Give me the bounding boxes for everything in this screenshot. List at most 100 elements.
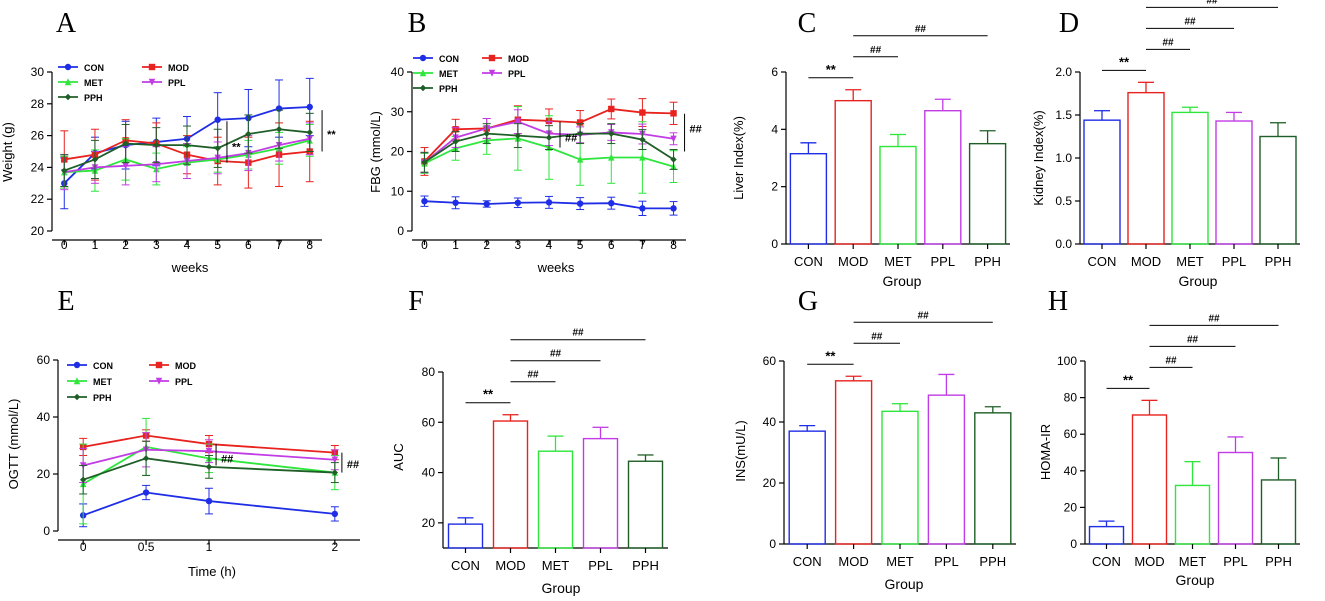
x-tick-label: MOD (838, 254, 868, 269)
ppl-marker (514, 118, 522, 126)
series-pph (79, 440, 339, 495)
x-tick-label: 0.5 (138, 540, 155, 554)
bar (788, 430, 826, 545)
panel-label: B (408, 8, 427, 39)
panel-c-liver-index-chart: C 0 2 4 6 Liver Index(%) CON MOD MET PPL PPH Group *… (731, 8, 1010, 289)
legend-item-ppl: PPL (149, 377, 193, 387)
x-axis-title: weeks (171, 260, 209, 275)
bar (447, 523, 484, 549)
bar-met (537, 435, 574, 549)
x-tick-label: MOD (1134, 554, 1164, 569)
significance-mark: ** (483, 387, 494, 402)
x-tick-label: MOD (838, 554, 868, 569)
y-tick-label: 10 (391, 184, 405, 198)
bar (537, 450, 574, 549)
legend-label: PPH (84, 93, 103, 103)
y-tick-label: 20 (763, 476, 777, 490)
con-marker (670, 205, 677, 212)
con-marker (639, 205, 646, 212)
x-tick-label: 1 (452, 238, 459, 252)
x-tick-label: 4 (184, 238, 191, 252)
pph-marker (419, 84, 427, 92)
bar (582, 437, 619, 549)
bar-con (447, 517, 484, 549)
significance-mark: ** (825, 348, 836, 363)
y-tick-label: 22 (31, 192, 45, 206)
significance-mark: ** (327, 129, 336, 141)
bar-pph (627, 454, 664, 549)
y-tick-label: 80 (1064, 391, 1078, 405)
bar (1260, 479, 1297, 545)
met-marker (608, 153, 615, 161)
x-tick-label: PPL (931, 254, 956, 269)
legend-label: PPL (175, 377, 193, 387)
pph-marker (214, 145, 221, 152)
x-tick-label: PPH (1265, 554, 1292, 569)
ppl-marker (122, 162, 129, 170)
x-tick-label: PPL (1223, 554, 1248, 569)
x-axis-title: Group (1179, 273, 1218, 289)
ppl-marker (488, 69, 496, 77)
significance-mark: ## (1165, 355, 1177, 366)
legend-item-con: CON (67, 361, 113, 371)
legend-item-mod: MOD (482, 54, 529, 64)
bar (968, 142, 1007, 245)
con-marker (514, 199, 522, 206)
x-tick-label: 6 (245, 238, 252, 252)
con-marker (576, 200, 584, 207)
legend-label: PPL (168, 78, 186, 88)
x-tick-label: CON (794, 254, 823, 269)
con-marker (142, 489, 150, 496)
bar-mod (492, 414, 529, 549)
y-tick-label: 60 (1064, 427, 1078, 441)
y-tick-label: 40 (37, 410, 51, 424)
ppl-marker (155, 377, 163, 385)
x-tick-label: MOD (495, 558, 525, 573)
panel-b-fbg-chart: B 0 10 20 30 40 FBG (mmol/L) 0 1 2 3 4 5 6 7 8 weeks ## ##… (368, 8, 702, 275)
y-tick-label: 40 (391, 65, 405, 79)
pph-marker (514, 132, 522, 139)
x-tick-label: 3 (515, 238, 522, 252)
y-tick-label: 40 (422, 466, 436, 480)
x-tick-label: 1 (206, 540, 213, 554)
panel-a-weight-chart: A 20 22 24 26 28 30 Weight (g) 0 1 2 3 4 5 6 7 8 weeks ** *… (0, 8, 336, 275)
bar (1131, 414, 1168, 545)
legend-label: PPH (93, 393, 112, 403)
x-tick-label: 0 (61, 238, 68, 252)
x-tick-label: 6 (608, 238, 615, 252)
pph-marker (545, 134, 553, 141)
x-tick-label: 8 (670, 238, 677, 252)
legend-label: MET (439, 69, 459, 79)
ppl-marker (148, 78, 156, 86)
panel-f-auc-chart: F 20 40 60 80 AUC CON MOD MET PPL PPH Group ** ## ## ## (391, 286, 668, 596)
x-tick-label: CON (1088, 254, 1117, 269)
pph-marker (670, 156, 677, 163)
mod-marker (576, 119, 584, 126)
con-marker (306, 103, 313, 111)
y-tick-label: 0.0 (1055, 237, 1072, 251)
x-tick-label: CON (451, 558, 480, 573)
significance-mark: ## (871, 331, 883, 342)
legend-item-mod: MOD (149, 361, 196, 371)
met-marker (576, 155, 584, 163)
x-axis-title: Group (1176, 572, 1215, 588)
y-axis-title: Kidney Index(%) (1031, 110, 1046, 205)
bar (879, 145, 917, 245)
significance-mark: ## (915, 24, 927, 35)
panel-label: E (57, 286, 74, 317)
ppl-marker (670, 135, 677, 143)
significance-mark: ## (870, 45, 882, 56)
y-tick-label: 0 (397, 224, 404, 238)
con-marker (205, 497, 213, 505)
bar (881, 410, 919, 545)
bar-met (879, 133, 917, 245)
mod-marker (608, 105, 615, 113)
bar-pph (1260, 457, 1297, 545)
bar-pph (968, 130, 1007, 245)
x-tick-label: PPL (934, 554, 959, 569)
legend-item-met: MET (67, 377, 113, 387)
y-tick-label: 20 (391, 145, 405, 159)
y-axis-title: INS(mU/L) (733, 420, 748, 481)
mod-marker (639, 109, 646, 116)
legend-item-met: MET (58, 78, 104, 88)
